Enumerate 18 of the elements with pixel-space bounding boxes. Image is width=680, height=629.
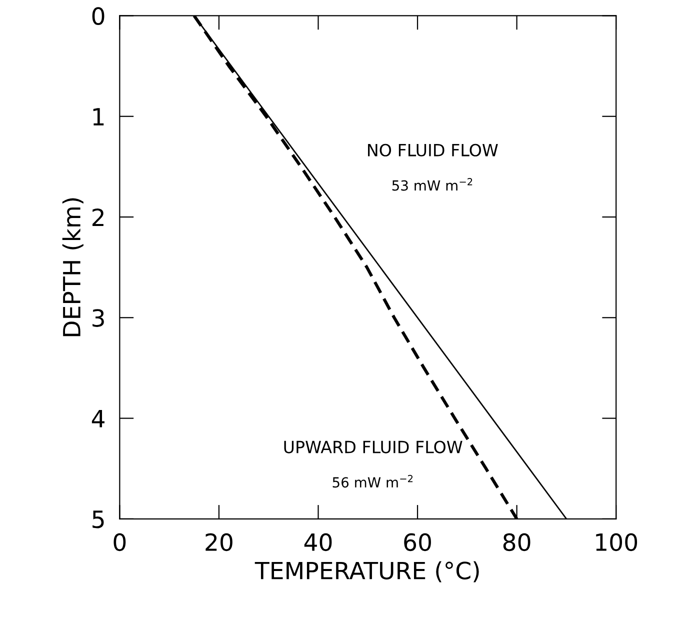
x-tick-label: 20	[206, 533, 232, 552]
y-tick-label: 5	[92, 510, 104, 528]
annotation: 53 mW m$^{−2}$	[392, 178, 472, 191]
x-axis-title: TEMPERATURE (°C)	[254, 561, 479, 582]
y-tick-label: 1	[93, 108, 104, 126]
annotation: NO FLUID FLOW	[368, 144, 498, 156]
x-tick-label: 0	[114, 533, 126, 552]
x-tick-label: 60	[404, 533, 431, 552]
x-tick-label: 80	[503, 533, 530, 552]
annotation: UPWARD FLUID FLOW	[284, 440, 462, 454]
x-tick-label: 40	[304, 533, 332, 552]
y-tick-label: 4	[92, 410, 104, 428]
y-tick-label: 0	[92, 7, 104, 26]
annotation: 56 mW m$^{−2}$	[332, 474, 413, 488]
x-tick-label: 100	[596, 533, 638, 552]
y-tick-label: 3	[92, 309, 104, 327]
y-axis-title: DEPTH (km)	[62, 198, 84, 336]
y-tick-label: 2	[92, 208, 104, 226]
